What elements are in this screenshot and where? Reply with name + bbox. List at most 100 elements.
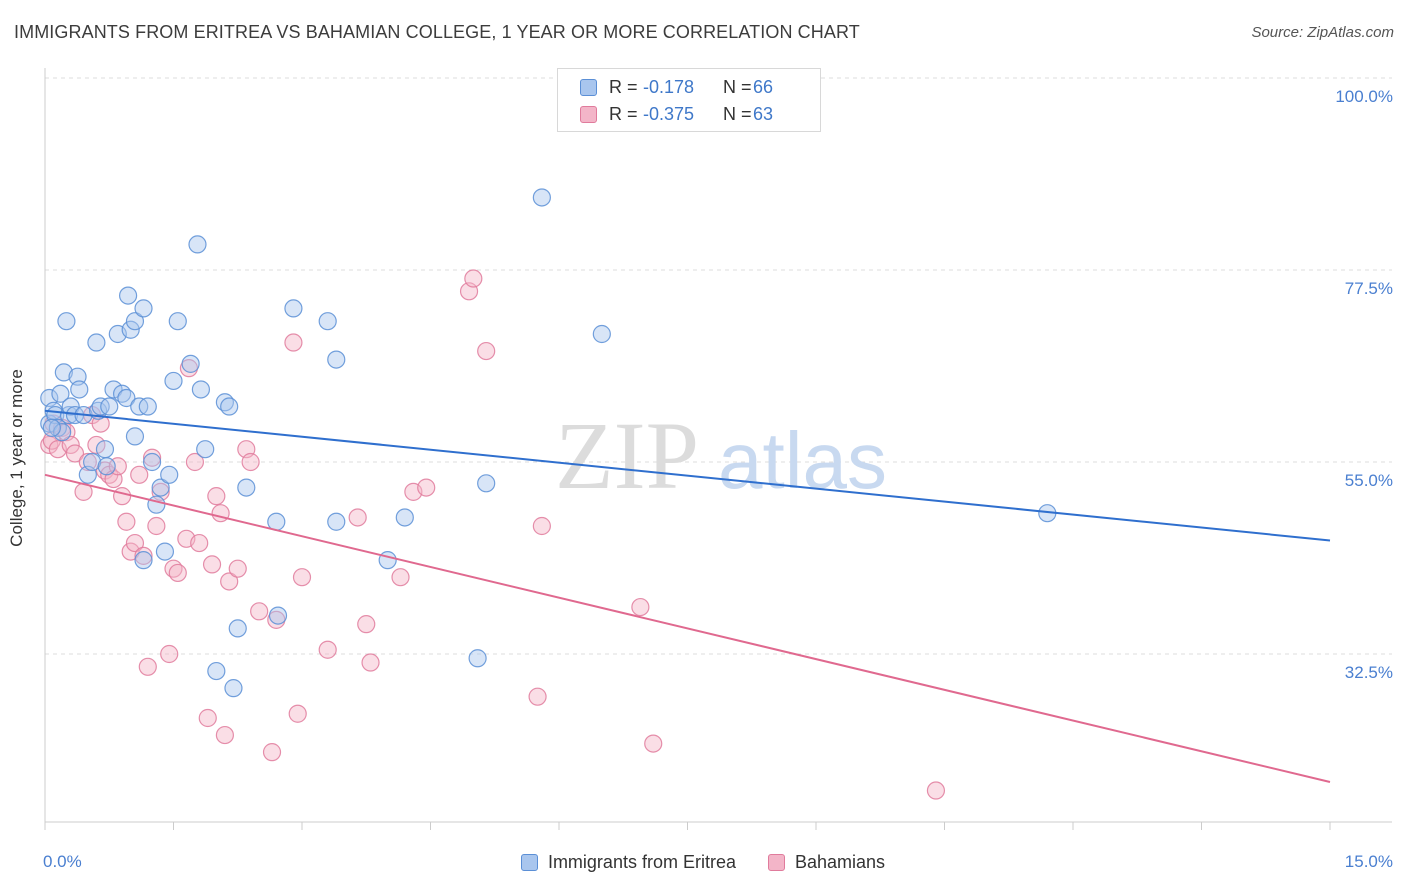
bahamians-trend-line (44, 473, 1331, 783)
bahamians-point (142, 448, 162, 467)
eritrea-point (160, 465, 179, 484)
bahamians-point (78, 452, 97, 472)
legend-item-bahamians[interactable]: Bahamians (767, 852, 886, 873)
bahamians-point (185, 452, 205, 472)
legend-label-bahamians: Bahamians (794, 852, 886, 872)
bahamians-point (134, 546, 153, 565)
bahamians-point (241, 452, 260, 472)
stats-legend: R = -0.178 N = 66 R = -0.375 N = 63 (557, 68, 821, 132)
legend-r-label: R = (609, 103, 638, 124)
y-tick-label: 55.0% (1344, 471, 1393, 490)
bahamians-point (198, 708, 217, 728)
trend-lines (44, 409, 1331, 783)
bahamians-point (357, 615, 376, 634)
bahamians-point (532, 516, 551, 536)
bahamians-point (361, 653, 380, 672)
bahamians-point (220, 572, 239, 591)
source-credit: Source: ZipAtlas.com (1251, 24, 1394, 41)
y-axis-label: College, 1 year or more (7, 369, 26, 547)
eritrea-point (181, 354, 200, 373)
eritrea-point (268, 606, 288, 625)
eritrea-point (395, 508, 414, 527)
eritrea-point (468, 649, 487, 668)
legend-n-value: 66 (753, 76, 774, 97)
legend-swatch-pink (580, 105, 597, 123)
y-tick-label: 77.5% (1344, 279, 1393, 298)
eritrea-point (83, 452, 102, 472)
bahamians-point (65, 444, 85, 463)
eritrea-point (97, 457, 116, 476)
bahamians-point (138, 657, 157, 676)
eritrea-point (57, 312, 76, 331)
series-legend: Immigrants from Eritrea Bahamians (0, 852, 1406, 873)
bahamians-point (318, 640, 337, 659)
legend-swatch-blue (520, 854, 538, 871)
eritrea-point (134, 551, 153, 570)
eritrea-point (147, 495, 166, 514)
eritrea-point (592, 324, 611, 344)
bahamians-point (464, 269, 483, 288)
legend-swatch-pink (767, 854, 785, 871)
bahamians-point (147, 516, 166, 536)
bahamians-point (292, 568, 312, 587)
legend-n-label: N = (723, 103, 752, 124)
watermark-atlas: atlas (718, 416, 887, 505)
bahamians-point (262, 743, 282, 762)
eritrea-point (532, 188, 551, 207)
bahamians-point (112, 487, 132, 506)
watermark-zip: ZIP (555, 402, 699, 509)
bahamians-point (926, 781, 946, 800)
eritrea-point (191, 380, 211, 399)
grid-lines (45, 77, 1392, 655)
eritrea-point (125, 427, 145, 446)
bahamians-point (215, 725, 234, 745)
y-tick-label: 32.5% (1344, 663, 1393, 682)
legend-item-eritrea[interactable]: Immigrants from Eritrea (520, 852, 736, 873)
bahamians-point (417, 478, 436, 497)
legend-swatch-blue (580, 78, 597, 96)
bahamians-point (61, 435, 80, 455)
legend-r-value: -0.178 (643, 76, 695, 97)
x-tick-label-max: 15.0% (1344, 852, 1393, 871)
eritrea-point (138, 397, 157, 416)
bahamians-point (117, 512, 136, 531)
legend-row-eritrea: R = -0.178 N = 66 (580, 75, 773, 99)
eritrea-point (51, 384, 70, 403)
bahamians-point (284, 333, 303, 352)
bahamians-points (40, 269, 946, 800)
eritrea-point (237, 478, 256, 497)
bahamians-point (130, 465, 149, 484)
eritrea-point (121, 320, 140, 339)
eritrea-point (378, 551, 397, 570)
eritrea-point (54, 363, 73, 382)
legend-r-label: R = (609, 76, 638, 97)
legend-row-bahamians: R = -0.375 N = 63 (580, 102, 773, 126)
bahamians-point (207, 487, 226, 506)
legend-label-eritrea: Immigrants from Eritrea (547, 852, 736, 872)
eritrea-point (318, 312, 337, 331)
eritrea-point (327, 512, 346, 531)
eritrea-point (155, 542, 175, 561)
eritrea-point (207, 661, 226, 681)
legend-r-value: -0.375 (643, 103, 695, 124)
eritrea-point (151, 478, 170, 497)
eritrea-point (220, 397, 239, 416)
eritrea-point (188, 235, 207, 254)
eritrea-point (228, 619, 247, 638)
eritrea-point (61, 397, 80, 416)
eritrea-points (40, 188, 1057, 698)
eritrea-point (42, 418, 61, 437)
eritrea-point (70, 380, 89, 399)
eritrea-point (327, 350, 346, 369)
eritrea-point (125, 312, 145, 331)
bahamians-point (160, 644, 179, 664)
bahamians-point (125, 533, 145, 553)
bahamians-point (528, 687, 547, 706)
eritrea-point (142, 452, 162, 472)
bahamians-point (391, 568, 410, 587)
bahamians-point (202, 555, 222, 574)
bahamians-point (87, 435, 106, 455)
eritrea-trend-line (44, 409, 1331, 542)
eritrea-point (224, 679, 243, 698)
bahamians-point (250, 602, 269, 621)
